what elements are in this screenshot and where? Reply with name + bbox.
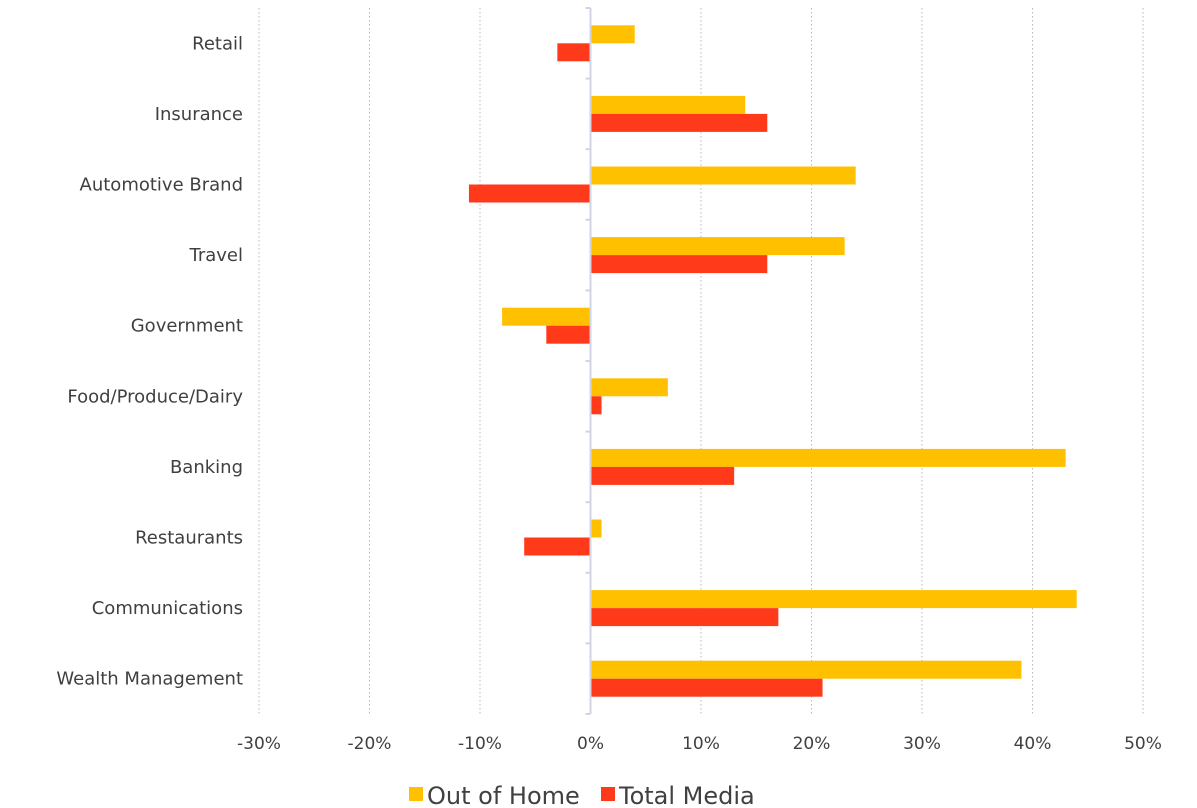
bar-total-media xyxy=(590,678,823,697)
category-label: Travel xyxy=(188,245,243,266)
category-label: Communications xyxy=(92,598,243,619)
x-tick-label: 40% xyxy=(1014,734,1052,754)
x-tick-label: -10% xyxy=(458,734,502,754)
bar-out-of-home xyxy=(590,590,1077,609)
bar-out-of-home xyxy=(590,237,845,256)
bar-total-media xyxy=(524,537,591,556)
category-label: Government xyxy=(131,316,243,337)
category-labels: Retail Insurance Automotive Brand Travel Gov… xyxy=(56,33,243,689)
bar-total-media xyxy=(590,113,768,132)
bar-out-of-home xyxy=(590,448,1066,467)
category-axis xyxy=(585,7,592,715)
category-label: Retail xyxy=(192,33,243,54)
legend-swatch xyxy=(601,787,615,801)
legend-label: Out of Home xyxy=(427,782,580,808)
bar-out-of-home xyxy=(590,166,856,185)
category-label: Food/Produce/Dairy xyxy=(67,386,243,407)
category-label: Automotive Brand xyxy=(80,175,243,196)
x-tick-label: -20% xyxy=(348,734,392,754)
bars xyxy=(468,25,1077,697)
bar-out-of-home xyxy=(502,307,591,326)
category-label: Insurance xyxy=(155,104,243,125)
bar-total-media xyxy=(590,396,602,415)
legend: Out of Home Total Media xyxy=(409,782,755,808)
category-label: Wealth Management xyxy=(56,669,243,690)
bar-out-of-home xyxy=(590,660,1022,679)
x-tick-label: 50% xyxy=(1124,734,1162,754)
bar-out-of-home xyxy=(590,519,602,538)
bar-total-media xyxy=(590,608,779,627)
x-tick-label: 30% xyxy=(903,734,941,754)
bar-total-media xyxy=(468,184,591,203)
x-tick-label: 10% xyxy=(682,734,720,754)
bar-out-of-home xyxy=(590,95,746,114)
x-tick-label: 0% xyxy=(577,734,604,754)
x-tick-label: 20% xyxy=(793,734,831,754)
bar-out-of-home xyxy=(590,378,668,397)
value-tick-labels: -30% -20% -10% 0% 10% 20% 30% 40% 50% xyxy=(237,734,1162,754)
bar-total-media xyxy=(557,43,591,62)
category-label: Banking xyxy=(170,457,243,478)
bar-out-of-home xyxy=(590,25,635,44)
legend-swatch xyxy=(409,787,423,801)
legend-label: Total Media xyxy=(618,782,755,808)
x-tick-label: -30% xyxy=(237,734,281,754)
bar-total-media xyxy=(546,325,591,344)
bar-total-media xyxy=(590,255,768,274)
category-label: Restaurants xyxy=(135,528,243,549)
bar-total-media xyxy=(590,466,735,485)
